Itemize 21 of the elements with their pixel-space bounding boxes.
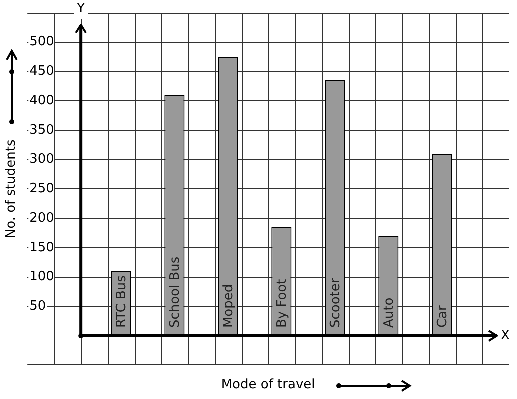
text: X bbox=[501, 328, 510, 344]
y-tick-label: 500 bbox=[30, 34, 54, 50]
y-tick-label: 400 bbox=[30, 93, 54, 108]
y-tick-label: 150 bbox=[30, 240, 54, 256]
y-tick-label: 250 bbox=[30, 182, 54, 197]
y-tick-label: 300 bbox=[30, 152, 54, 168]
y-tick-label: 350 bbox=[30, 122, 54, 138]
x-tick-label: Moped bbox=[222, 284, 237, 328]
x-axis-title: Mode of travel bbox=[221, 378, 316, 393]
x-tick-label: School Bus bbox=[168, 256, 184, 328]
y-tick-label: 200 bbox=[30, 210, 54, 226]
x-tick-label: RTC Bus bbox=[114, 275, 130, 328]
y-tick-label: 100 bbox=[30, 270, 54, 285]
x-tick-label: Car bbox=[436, 304, 451, 328]
annotation: Y bbox=[76, 1, 86, 16]
x-tick-label: By Foot bbox=[275, 279, 290, 328]
x-tick-label: Auto bbox=[382, 298, 398, 328]
y-tick-label: 450 bbox=[30, 64, 54, 80]
x-tick-label: Scooter bbox=[328, 278, 344, 328]
y-axis-title: No. of students bbox=[4, 140, 20, 239]
y-tick-label: 50 bbox=[30, 299, 46, 314]
